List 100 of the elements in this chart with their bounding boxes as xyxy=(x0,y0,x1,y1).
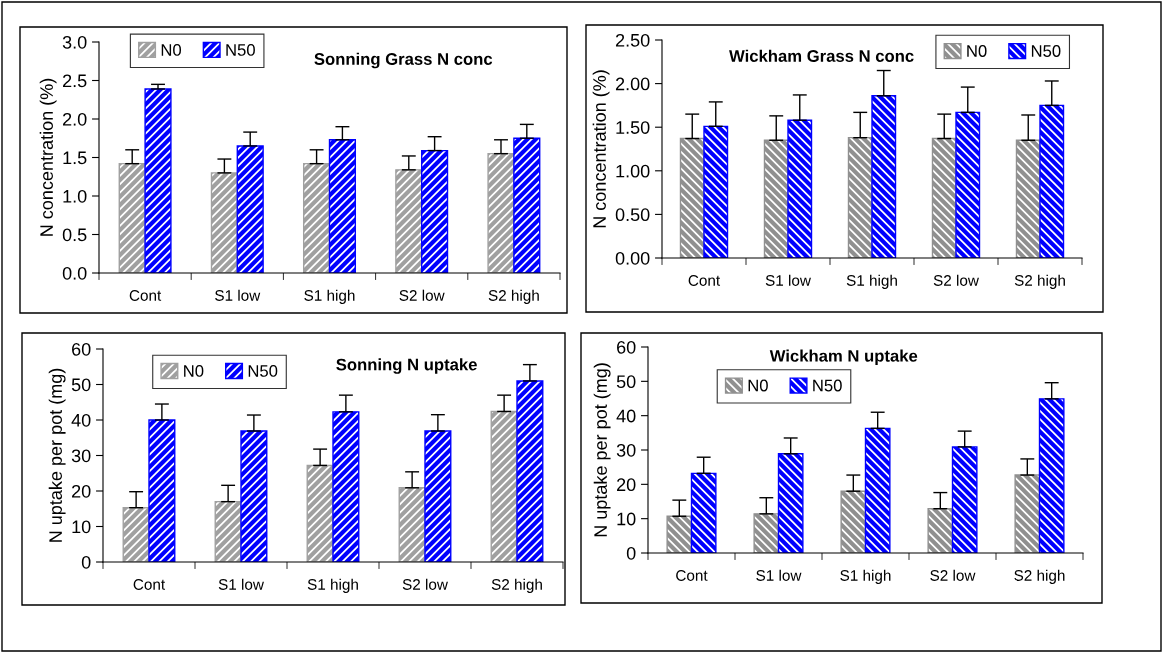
bar xyxy=(951,446,978,553)
y-tick-label: 1.00 xyxy=(616,164,650,178)
x-tick-label: Cont xyxy=(133,579,166,590)
x-tick-label: S1 high xyxy=(846,274,897,289)
x-tick-label: S1 high xyxy=(307,578,358,593)
x-tick-label: S1 low xyxy=(756,569,802,581)
x-tick-label: S1 high xyxy=(840,569,891,584)
y-tick-label: 0.50 xyxy=(615,208,650,222)
y-tick-label: 3.0 xyxy=(62,35,87,49)
legend-label: N0 xyxy=(184,365,204,377)
y-axis-title: N concentration (%) xyxy=(39,78,57,236)
bar xyxy=(395,169,423,273)
bar xyxy=(864,427,891,553)
bar xyxy=(1038,398,1065,553)
bar xyxy=(122,506,150,562)
y-tick-label: 0 xyxy=(626,546,636,560)
bar xyxy=(840,490,867,553)
bar xyxy=(1014,474,1041,553)
bar xyxy=(787,119,813,258)
y-tick-label: 10 xyxy=(72,520,91,534)
chart-title: Wickham N uptake xyxy=(769,349,918,366)
text: Sonning N uptake xyxy=(336,358,477,374)
x-tick-label: S1 low xyxy=(215,289,261,301)
legend-label: N0 xyxy=(967,45,987,57)
legend-label: N50 xyxy=(248,365,278,377)
y-tick-label: 2.5 xyxy=(63,74,87,88)
legend-label: N50 xyxy=(813,379,842,392)
y-tick-label: 1.5 xyxy=(63,151,87,165)
y-tick-label: 0 xyxy=(81,555,91,569)
legend-label: N0 xyxy=(161,44,182,56)
x-tick-label: Cont xyxy=(129,290,162,301)
bar xyxy=(118,162,146,273)
bar xyxy=(847,136,873,258)
x-tick-label: S2 low xyxy=(402,578,448,590)
bar xyxy=(763,139,789,258)
bar xyxy=(302,162,331,273)
x-tick-label: Cont xyxy=(676,570,708,581)
bar xyxy=(398,487,426,562)
y-tick-label: 60 xyxy=(72,342,91,356)
y-tick-label: 20 xyxy=(617,478,636,492)
y-tick-label: 2.00 xyxy=(615,77,650,91)
bar xyxy=(487,152,515,273)
chart-title: Wickham Grass N conc xyxy=(729,49,914,62)
bar xyxy=(703,125,729,258)
x-tick-label: S1 high xyxy=(304,289,355,304)
x-tick-label: S1 low xyxy=(218,578,264,590)
legend-label: N50 xyxy=(1031,45,1061,57)
bar xyxy=(214,500,242,562)
bar xyxy=(516,380,544,562)
bar xyxy=(1039,104,1065,258)
legend-label: N50 xyxy=(226,44,255,56)
bar xyxy=(955,111,981,258)
bar xyxy=(513,137,541,273)
y-tick-label: 30 xyxy=(71,449,91,463)
y-tick-label: 50 xyxy=(616,375,636,389)
x-tick-label: Cont xyxy=(688,275,721,286)
x-tick-label: S2 low xyxy=(933,274,979,286)
bar xyxy=(421,149,449,273)
x-tick-label: S2 high xyxy=(1014,274,1065,289)
y-tick-label: 1.50 xyxy=(616,121,650,134)
y-tick-label: 2.0 xyxy=(63,112,87,126)
y-tick-label: 10 xyxy=(617,512,636,526)
y-tick-label: 40 xyxy=(71,413,91,427)
y-axis-title: N uptake per pot (mg) xyxy=(48,368,66,542)
bar xyxy=(328,139,357,273)
bar xyxy=(1015,139,1041,258)
y-tick-label: 1.0 xyxy=(63,189,87,203)
x-tick-label: S2 high xyxy=(491,578,542,593)
legend-label: N0 xyxy=(748,379,768,392)
bar xyxy=(490,410,518,562)
bar xyxy=(332,411,360,562)
bar xyxy=(871,95,897,258)
y-tick-label: 0.5 xyxy=(62,228,87,242)
x-tick-label: S1 low xyxy=(765,274,811,286)
x-tick-label: S2 low xyxy=(399,289,445,301)
y-axis-title: N uptake per pot (mg) xyxy=(593,363,611,537)
x-tick-label: S2 low xyxy=(930,569,976,581)
x-tick-label: S2 high xyxy=(488,289,539,304)
y-tick-label: 50 xyxy=(71,378,91,392)
bar xyxy=(424,430,452,562)
bar xyxy=(777,453,804,553)
bar xyxy=(240,430,268,562)
y-tick-label: 2.50 xyxy=(615,33,650,47)
bar xyxy=(144,88,172,273)
y-tick-label: 60 xyxy=(617,340,636,354)
y-tick-label: 40 xyxy=(616,409,636,423)
y-axis-title: N concentration (%) xyxy=(592,70,610,228)
bar xyxy=(210,172,238,273)
bar xyxy=(306,464,334,562)
y-tick-label: 0.00 xyxy=(615,251,650,265)
bar xyxy=(690,472,717,553)
bar xyxy=(927,508,954,553)
bar xyxy=(236,145,264,273)
bar xyxy=(148,419,176,562)
text: Sonning Grass N conc xyxy=(314,52,493,69)
bar xyxy=(753,513,780,553)
bar xyxy=(666,515,693,553)
bar xyxy=(931,137,957,258)
y-tick-label: 20 xyxy=(72,484,91,498)
y-tick-label: 30 xyxy=(616,443,636,457)
